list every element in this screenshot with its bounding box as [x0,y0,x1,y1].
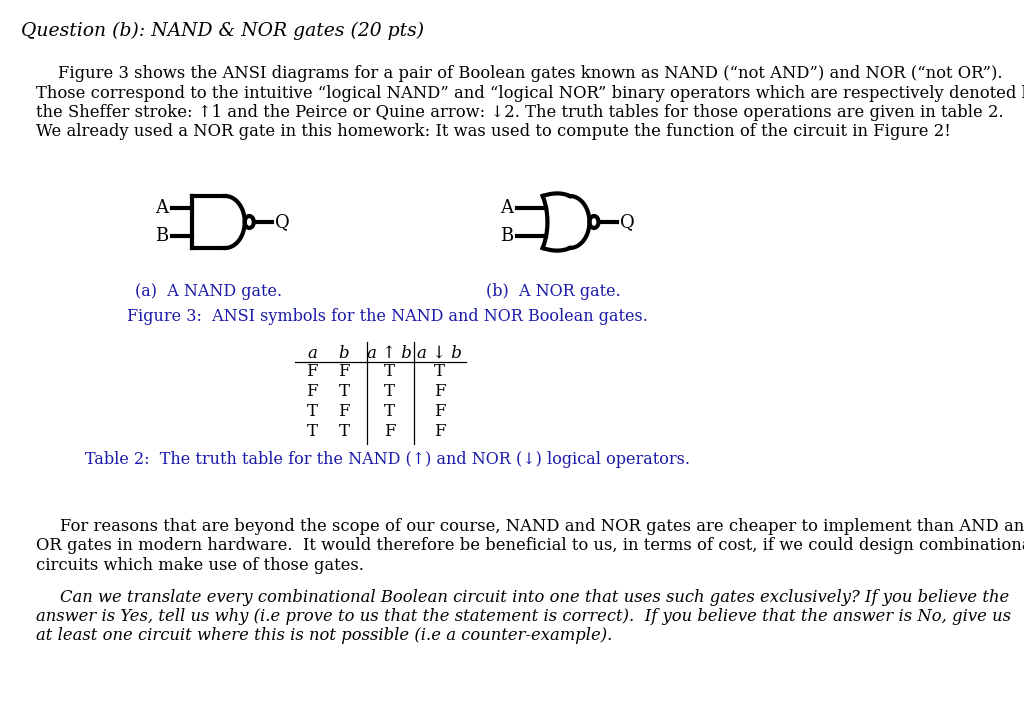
Circle shape [245,216,254,228]
Text: T: T [384,383,395,400]
Text: T: T [384,403,395,420]
Text: Figure 3 shows the ANSI diagrams for a pair of Boolean gates known as NAND (“not: Figure 3 shows the ANSI diagrams for a p… [58,65,1002,82]
Text: a: a [307,345,317,362]
Text: B: B [155,227,168,245]
Text: F: F [433,423,445,440]
Text: answer is Yes, tell us why (i.e prove to us that the statement is correct).  If : answer is Yes, tell us why (i.e prove to… [36,608,1011,625]
Text: A: A [156,199,168,217]
Text: T: T [339,423,349,440]
Text: T: T [339,383,349,400]
Text: We already used a NOR gate in this homework: It was used to compute the function: We already used a NOR gate in this homew… [36,123,950,140]
Text: T: T [306,403,317,420]
Text: Q: Q [275,213,290,231]
Text: at least one circuit where this is not possible (i.e a counter-example).: at least one circuit where this is not p… [36,627,612,644]
Text: Can we translate every combinational Boolean circuit into one that uses such gat: Can we translate every combinational Boo… [59,589,1009,606]
Text: F: F [384,423,395,440]
Text: Question (b): NAND & NOR gates (20 pts): Question (b): NAND & NOR gates (20 pts) [22,22,424,40]
Text: circuits which make use of those gates.: circuits which make use of those gates. [36,557,364,574]
Text: F: F [306,363,317,380]
Text: T: T [434,363,444,380]
Text: For reasons that are beyond the scope of our course, NAND and NOR gates are chea: For reasons that are beyond the scope of… [59,518,1024,535]
Text: F: F [433,383,445,400]
Text: (a)  A NAND gate.: (a) A NAND gate. [135,283,282,300]
Text: a ↑ b: a ↑ b [367,345,412,362]
Text: Q: Q [620,213,635,231]
Text: F: F [433,403,445,420]
Text: the Sheffer stroke: ↑1 and the Peirce or Quine arrow: ↓2. The truth tables for t: the Sheffer stroke: ↑1 and the Peirce or… [36,104,1004,121]
Text: T: T [384,363,395,380]
Text: (b)  A NOR gate.: (b) A NOR gate. [485,283,621,300]
Text: Those correspond to the intuitive “logical NAND” and “logical NOR” binary operat: Those correspond to the intuitive “logic… [36,85,1024,102]
Text: F: F [306,383,317,400]
Text: F: F [338,363,350,380]
Text: a ↓ b: a ↓ b [417,345,462,362]
Text: F: F [338,403,350,420]
Circle shape [590,216,598,228]
Text: Figure 3:  ANSI symbols for the NAND and NOR Boolean gates.: Figure 3: ANSI symbols for the NAND and … [127,308,648,325]
Text: b: b [339,345,349,362]
Text: B: B [500,227,513,245]
Text: OR gates in modern hardware.  It would therefore be beneficial to us, in terms o: OR gates in modern hardware. It would th… [36,538,1024,554]
Text: A: A [500,199,513,217]
Text: T: T [306,423,317,440]
Text: Table 2:  The truth table for the NAND (↑) and NOR (↓) logical operators.: Table 2: The truth table for the NAND (↑… [85,451,690,468]
